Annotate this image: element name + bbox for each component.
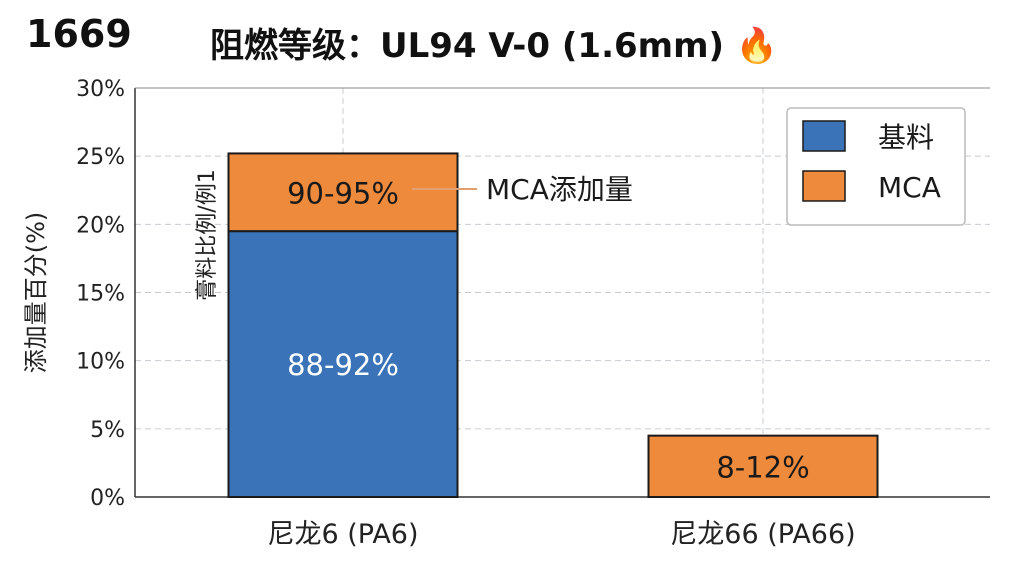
y-tick-label: 20% — [76, 213, 125, 238]
bar-data-label: 8-12% — [716, 450, 809, 484]
legend-swatch — [802, 170, 846, 202]
bar-基料 — [227, 230, 459, 498]
bar-MCA — [647, 434, 879, 498]
fire-icon: 🔥 — [724, 26, 779, 66]
y-tick-label: 30% — [76, 77, 125, 102]
y-tick-label: 0% — [90, 486, 125, 511]
chart-title: 阻燃等级：UL94 V-0 (1.6mm) 🔥 — [210, 18, 778, 67]
legend-swatch — [802, 120, 846, 152]
y-tick-label: 15% — [76, 282, 125, 307]
y-tick-label: 25% — [76, 145, 125, 170]
x-tick-label: 尼龙66 (PA66) — [670, 519, 855, 550]
bar-data-label: 90-95% — [287, 176, 399, 210]
legend-label: 基料 — [878, 121, 934, 154]
y-tick-label: 5% — [90, 418, 125, 443]
legend-label: MCA — [878, 171, 941, 204]
annotation-mca: MCA添加量 — [486, 173, 633, 206]
corner-label: 1669 — [26, 12, 132, 56]
x-tick-label: 尼龙6 (PA6) — [267, 519, 418, 550]
y-axis-label: 添加量百分(%) — [22, 212, 50, 374]
title-text: 阻燃等级：UL94 V-0 (1.6mm) — [210, 26, 725, 66]
bar-MCA — [227, 152, 459, 233]
annotation-ratio: 膏料比例/例1 — [195, 169, 220, 300]
bar-data-label: 88-92% — [287, 348, 399, 382]
y-tick-label: 10% — [76, 350, 125, 375]
